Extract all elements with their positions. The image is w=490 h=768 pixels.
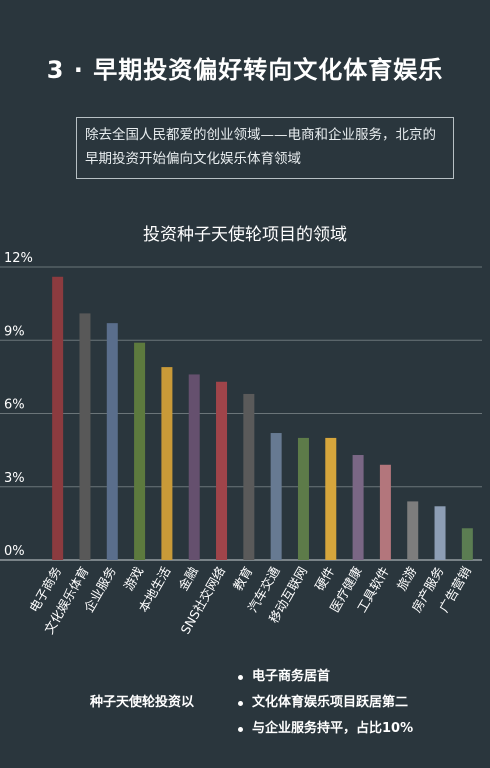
bar <box>188 374 200 560</box>
bar <box>325 437 337 560</box>
y-tick-label: 6% <box>4 398 25 413</box>
bar <box>461 528 473 560</box>
y-tick-label: 9% <box>4 324 25 339</box>
bars <box>52 276 473 560</box>
intro-box: 除去全国人民都爱的创业领域——电商和企业服务，北京的早期投资开始偏向文化娱乐体育… <box>76 117 454 179</box>
bar <box>297 437 309 560</box>
bullet-dot-icon <box>238 727 243 732</box>
bar <box>106 323 118 560</box>
bar <box>216 381 228 560</box>
chart-title: 投资种子天使轮项目的领域 <box>143 224 347 245</box>
bar <box>52 276 64 560</box>
bullet-dot-icon <box>238 675 243 680</box>
y-tick-label: 3% <box>4 471 25 486</box>
bar <box>79 313 91 560</box>
summary-lead: 种子天使轮投资以 <box>90 695 195 710</box>
x-tick-label: 硬件 <box>312 564 337 593</box>
y-tick-label: 0% <box>4 544 25 559</box>
summary: 种子天使轮投资以 电子商务居首 文化体育娱乐项目跃居第二 与企业服务持平，占比1… <box>0 660 490 750</box>
summary-bullet: 文化体育娱乐项目跃居第二 <box>238 690 413 716</box>
bar <box>134 342 146 560</box>
bar <box>379 464 391 560</box>
x-tick-label: 旅游 <box>394 564 420 594</box>
summary-bullet: 与企业服务持平，占比10% <box>238 716 413 742</box>
page-title: 3 · 早期投资偏好转向文化体育娱乐 <box>46 56 444 84</box>
x-tick-label: 教育 <box>230 564 255 593</box>
bar <box>352 455 364 560</box>
summary-bullets: 电子商务居首 文化体育娱乐项目跃居第二 与企业服务持平，占比10% <box>238 664 413 742</box>
bar <box>243 393 255 560</box>
bullet-dot-icon <box>238 701 243 706</box>
y-axis-ticks: 0% 3% 6% 9% 12% <box>4 251 33 559</box>
bar-chart: 投资种子天使轮项目的领域 0% 3% 6% 9% 12% 电子商务文化娱乐体育企业服务游… <box>0 224 482 637</box>
y-tick-label: 12% <box>4 251 33 266</box>
bar <box>161 367 173 560</box>
bar <box>407 501 419 560</box>
bar <box>270 433 282 560</box>
x-tick-label: 游戏 <box>121 564 146 593</box>
summary-bullet: 电子商务居首 <box>238 664 413 690</box>
x-tick-label: 金融 <box>175 564 201 594</box>
bar <box>434 506 446 560</box>
